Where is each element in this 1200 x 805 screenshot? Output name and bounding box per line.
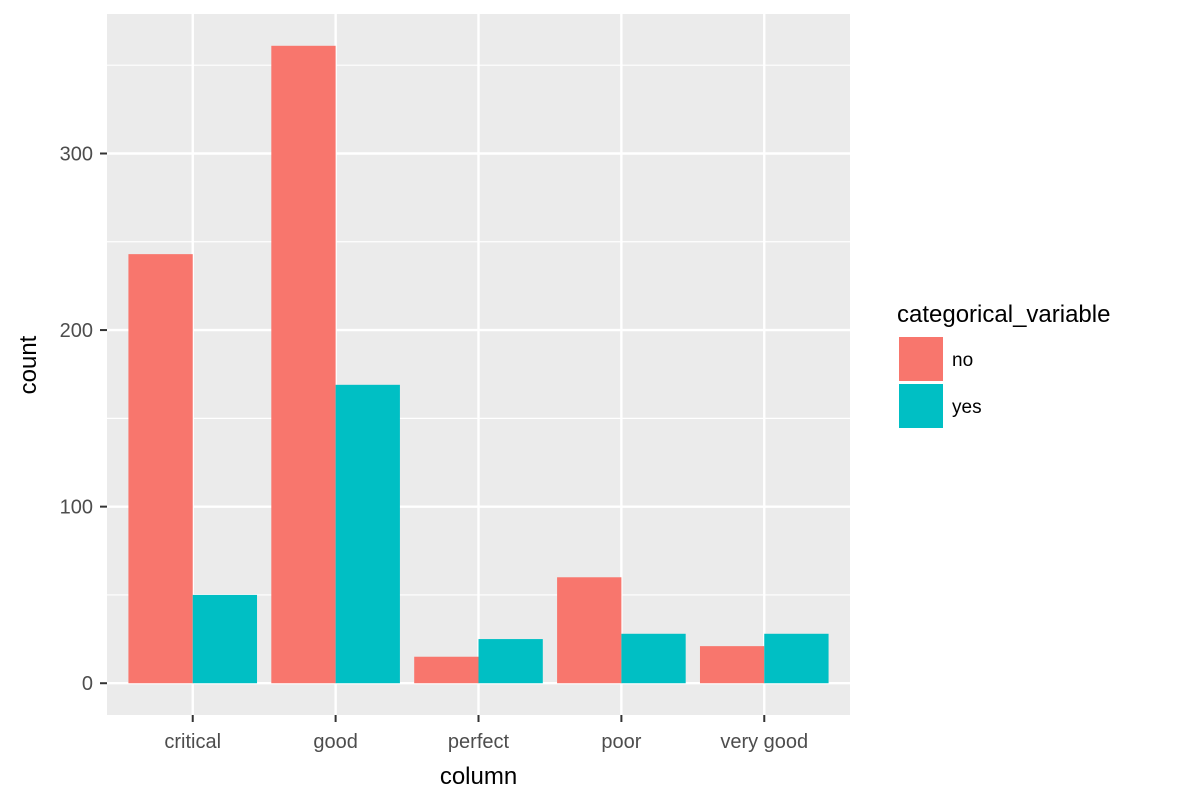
legend-label-no: no: [952, 350, 973, 371]
bar-yes-perfect: [478, 639, 543, 684]
legend-label-yes: yes: [952, 397, 982, 418]
bar-no-perfect: [414, 656, 479, 684]
bar-no-very-good: [699, 646, 765, 684]
bar-yes-critical: [192, 594, 258, 684]
y-tick-label: 200: [60, 320, 93, 342]
x-axis: critical good perfect poor very good: [164, 715, 808, 753]
legend: categorical_variable no yes: [897, 301, 1110, 428]
x-tick-label: good: [313, 731, 358, 753]
bar-yes-poor: [621, 633, 686, 684]
x-tick-label: poor: [601, 731, 641, 753]
legend-key-no: [899, 337, 943, 381]
x-tick-label: critical: [164, 731, 221, 753]
bar-no-poor: [557, 577, 622, 684]
y-tick-label: 100: [60, 497, 93, 519]
legend-title: categorical_variable: [897, 301, 1110, 328]
x-axis-title: column: [440, 763, 517, 790]
y-tick-label: 300: [60, 143, 93, 165]
y-tick-label: 0: [82, 673, 93, 695]
bar-no-good: [271, 45, 336, 684]
bars-group: [128, 45, 829, 684]
bar-no-critical: [128, 254, 193, 684]
bar-yes-very-good: [764, 633, 829, 684]
x-tick-label: perfect: [448, 731, 510, 753]
bar-yes-good: [335, 384, 400, 684]
y-axis: 0 100 200 300: [60, 143, 107, 695]
x-tick-label: very good: [720, 731, 808, 753]
y-axis-title: count: [15, 335, 42, 394]
legend-key-yes: [899, 384, 943, 428]
